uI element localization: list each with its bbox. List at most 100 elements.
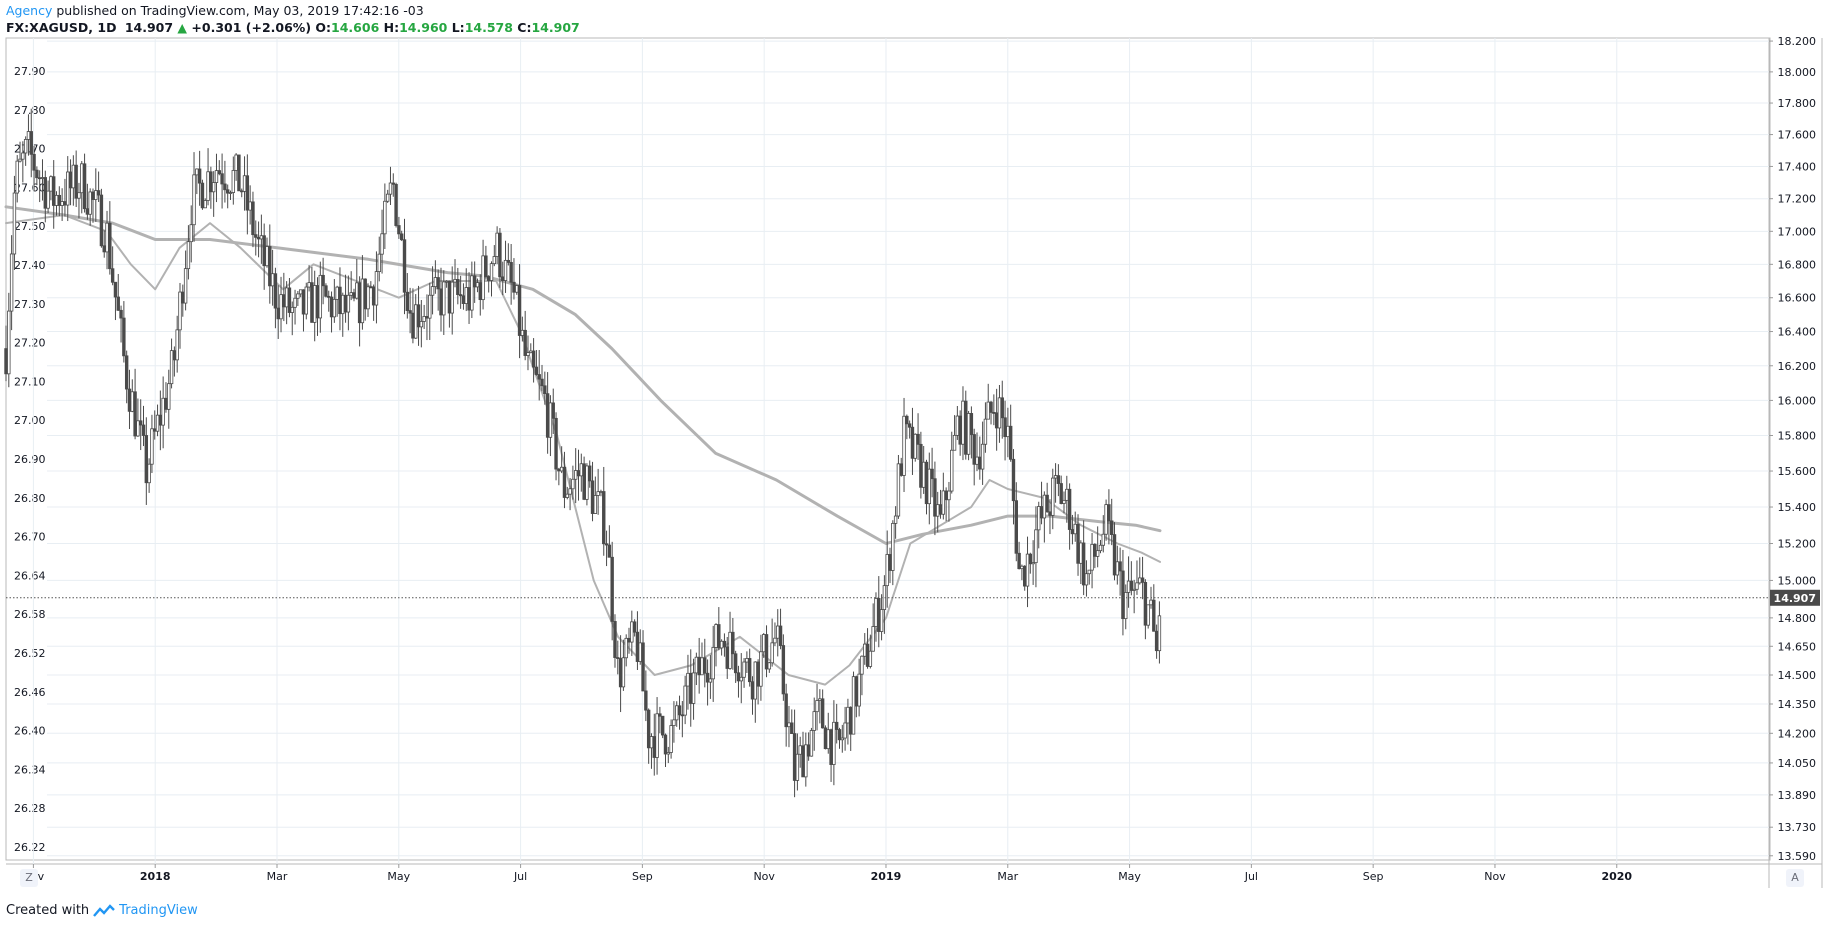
candle-body [756, 661, 760, 687]
publisher-link[interactable]: Agency [6, 3, 53, 18]
candle-body [498, 232, 502, 278]
candle-body [708, 678, 713, 683]
left-tick-label: 26.22 [14, 841, 46, 854]
footer: Created with TradingView [6, 903, 198, 919]
candle-body [809, 730, 814, 757]
candle-body [141, 424, 146, 436]
candle-body [936, 504, 940, 517]
candle-body [29, 131, 33, 155]
candle-body [341, 294, 345, 315]
candle-body [778, 625, 783, 646]
candle-body [284, 287, 289, 308]
left-tick-label: 27.90 [14, 65, 46, 78]
candle-body [102, 245, 106, 253]
candle-body [540, 378, 544, 387]
candle-body [1056, 475, 1061, 484]
time-tick-label: Nov [753, 870, 775, 883]
candle-body [110, 268, 115, 283]
candle-body [627, 637, 631, 643]
candle-body [214, 170, 219, 183]
candle-body [217, 170, 221, 175]
candle-body [231, 170, 236, 193]
symbol-label[interactable]: FX:XAGUSD, 1D [6, 20, 117, 35]
candle-body [961, 400, 965, 445]
candle-body [414, 304, 418, 339]
published-info: published on TradingView.com, May 03, 20… [56, 3, 424, 18]
candle-body [531, 350, 536, 368]
time-tick-label: Nov [1484, 870, 1506, 883]
candle-body [338, 286, 342, 315]
candle-body [952, 434, 957, 451]
candle-body [526, 352, 530, 356]
candle-body [133, 391, 137, 437]
candle-body [433, 277, 438, 288]
candle-body [12, 192, 17, 255]
candle-body [941, 490, 946, 515]
candle-body [865, 643, 870, 667]
auto-scale-z-button[interactable]: Z [20, 869, 38, 887]
candle-body [251, 201, 255, 236]
candle-body [77, 192, 81, 199]
candle-body [921, 461, 926, 488]
candle-body [652, 736, 656, 758]
candle-body [1107, 504, 1111, 522]
candle-body [871, 626, 875, 652]
tradingview-link[interactable]: TradingView [119, 903, 198, 918]
candle-body [94, 190, 98, 200]
candle-body [355, 282, 359, 299]
candle-body [1034, 529, 1038, 564]
candle-body [394, 183, 398, 226]
candle-body [745, 658, 749, 663]
candle-body [405, 291, 410, 311]
candle-body [1017, 552, 1021, 570]
time-tick-label: 2020 [1601, 870, 1632, 883]
candle-body [169, 350, 174, 385]
time-tick-label: May [387, 870, 410, 883]
close-label: C: [517, 20, 532, 35]
candle-body [955, 415, 960, 436]
candle-body [209, 171, 213, 193]
candle-body [321, 274, 325, 287]
left-tick-label: 27.10 [14, 375, 46, 388]
candle-body [703, 657, 707, 674]
candle-body [1031, 562, 1035, 565]
tradingview-logo-icon [93, 904, 116, 917]
candle-body [1101, 533, 1105, 546]
candle-body [559, 466, 564, 472]
candle-body [520, 329, 525, 336]
candle-body [790, 722, 794, 734]
candle-body [1011, 458, 1016, 502]
auto-scale-a-button[interactable]: A [1786, 869, 1804, 887]
candle-body [501, 276, 505, 281]
candle-body [523, 329, 527, 356]
candle-body [978, 456, 982, 470]
candle-body [7, 310, 11, 375]
candle-body [1020, 565, 1024, 570]
last-price: 14.907 [124, 20, 174, 35]
candle-body [812, 711, 816, 731]
candle-body [335, 286, 339, 300]
candle-body [820, 698, 825, 729]
candle-body [506, 259, 511, 263]
candle-body [371, 286, 376, 306]
candle-body [88, 191, 92, 215]
candle-body [958, 415, 962, 445]
candle-body [352, 292, 356, 299]
candle-body [52, 176, 56, 206]
candle-body [391, 182, 395, 185]
candle-body [346, 294, 351, 313]
candle-body [851, 676, 856, 735]
candle-body [759, 651, 763, 687]
candle-body [585, 465, 589, 500]
candle-body [1048, 511, 1052, 516]
candle-body [714, 624, 718, 648]
candle-body [641, 642, 645, 692]
candle-body [18, 158, 22, 162]
candle-body [1138, 577, 1142, 584]
right-tick-label: 15.000 [1778, 574, 1817, 587]
candle-body [630, 621, 634, 643]
left-tick-label: 27.20 [14, 337, 46, 350]
candle-body [254, 234, 258, 238]
candle-body [621, 657, 626, 688]
